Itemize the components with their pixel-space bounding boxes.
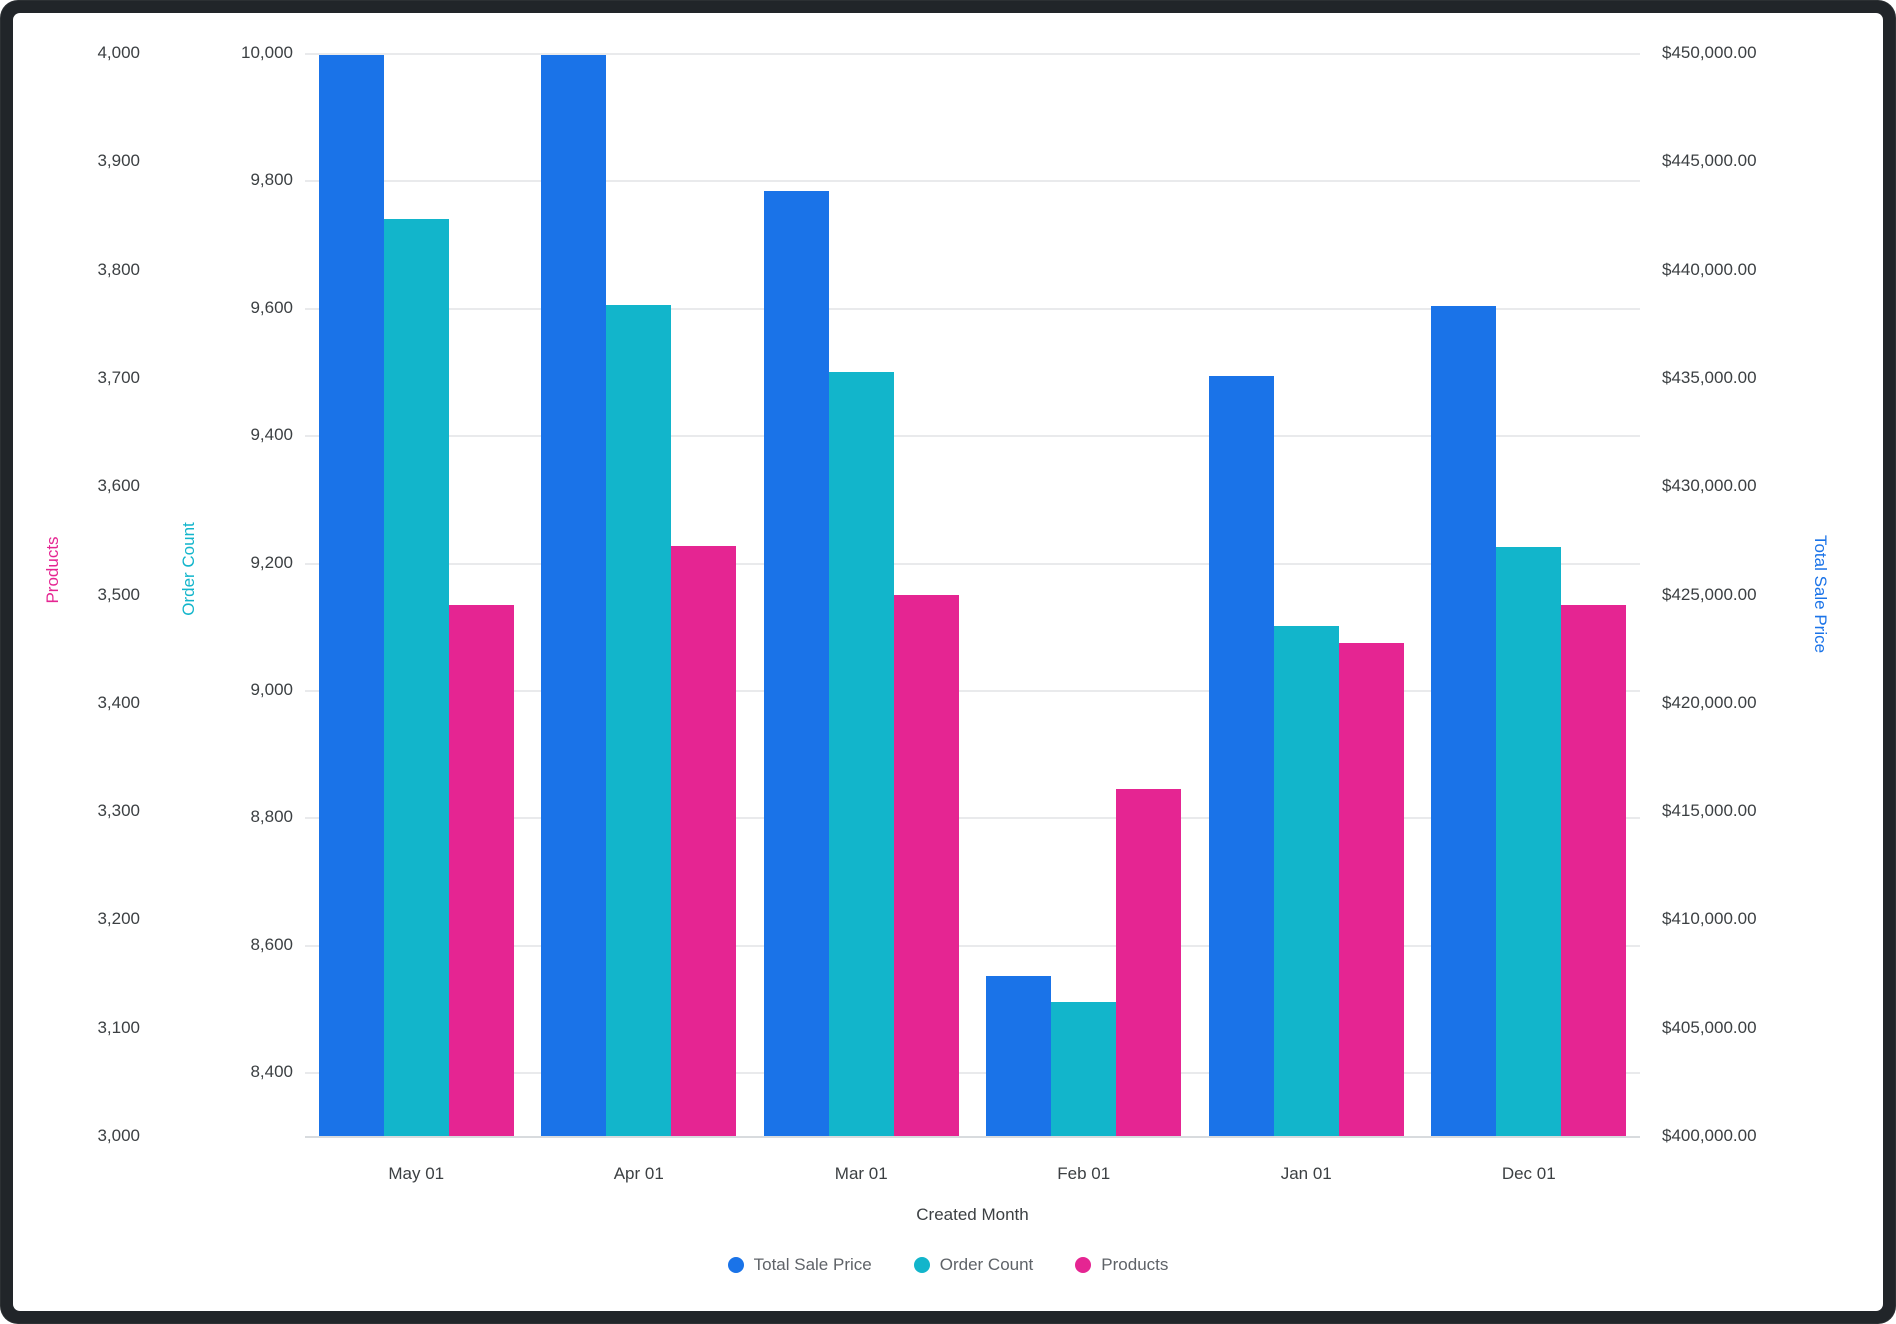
legend-item-total-sale-price[interactable]: Total Sale Price [727,1255,872,1275]
x-axis-label: Dec 01 [1501,1164,1556,1183]
bar-products[interactable] [893,594,959,1136]
bar-total-sale-price[interactable] [1431,306,1497,1136]
tick-label: 8,800 [250,807,293,827]
x-axis-label: Mar 01 [834,1164,888,1183]
bar-group-dec-01 [1418,53,1641,1136]
x-axis-title: Created Month [916,1205,1029,1224]
tick-label: $450,000.00 [1662,43,1757,62]
gridline [305,817,1640,820]
legend-dot-icon [1075,1257,1092,1273]
bar-products[interactable] [1338,643,1404,1136]
tick-label: 3,400 [97,692,140,712]
bar-group-apr-01 [528,53,751,1136]
y-axis-title-order-count: Order Count [179,522,198,616]
tick-label: 4,000 [97,43,140,62]
bar-total-sale-price[interactable] [763,190,829,1136]
x-axis-label: Apr 01 [613,1164,664,1183]
tick-label: 9,400 [250,425,293,445]
gridline [305,53,1640,55]
gridline [305,435,1640,438]
gridline [305,1072,1640,1075]
y-axis-order-count-ticks: 10,000 9,800 9,600 9,400 9,200 9,000 8,800 8,60… [160,13,293,1311]
tick-label: $425,000.00 [1662,584,1757,604]
tick-label: 9,000 [250,680,293,700]
tick-label: 3,100 [97,1017,140,1037]
gridline [305,690,1640,693]
x-axis-label: Feb 01 [1057,1164,1111,1183]
tick-label: $405,000.00 [1662,1017,1757,1037]
legend-label: Total Sale Price [753,1255,872,1274]
bar-products[interactable] [1116,789,1182,1136]
bar-order-count[interactable] [383,218,449,1136]
y-axis-products-ticks: 4,000 3,900 3,800 3,700 3,600 3,500 3,400 3,300… [13,13,140,1311]
bar-order-count[interactable] [1273,626,1339,1136]
bars-layer [305,53,1640,1136]
tick-label: $430,000.00 [1662,476,1757,496]
tick-label: 9,200 [250,552,293,572]
bar-group-mar-01 [750,53,973,1136]
legend-item-products[interactable]: Products [1075,1255,1168,1275]
bar-products[interactable] [671,545,737,1136]
tick-label: $410,000.00 [1662,909,1757,929]
bar-total-sale-price[interactable] [541,55,607,1136]
tick-label: 3,300 [97,801,140,821]
bar-group-may-01 [305,53,528,1136]
plot-area [305,53,1640,1138]
tick-label: 3,700 [97,367,140,387]
x-axis-line [305,1136,1640,1138]
tick-label: 9,600 [250,297,293,317]
legend-item-order-count[interactable]: Order Count [913,1255,1034,1275]
bar-group-feb-01 [973,53,1196,1136]
tick-label: 10,000 [241,43,293,62]
bar-order-count[interactable] [828,371,894,1136]
tick-label: 8,600 [250,934,293,954]
legend: Total Sale Price Order Count Products [13,1255,1883,1275]
y-axis-title-products: Products [43,536,62,604]
legend-label: Order Count [939,1255,1034,1274]
bar-total-sale-price[interactable] [986,975,1052,1136]
tick-label: $420,000.00 [1662,692,1757,712]
gridline [305,180,1640,183]
tick-label: $435,000.00 [1662,367,1757,387]
x-axis-label: May 01 [388,1164,445,1183]
gridline [305,562,1640,565]
tick-label: 3,600 [97,476,140,496]
gridline [305,307,1640,310]
tick-label: $400,000.00 [1662,1126,1757,1145]
tick-label: 3,800 [97,259,140,279]
tick-label: 3,000 [97,1126,140,1145]
bar-total-sale-price[interactable] [1208,375,1274,1136]
bar-order-count[interactable] [1051,1002,1117,1136]
y-axis-title-total-sale-price: Total Sale Price [1811,534,1830,654]
bar-order-count[interactable] [606,304,672,1136]
bar-order-count[interactable] [1496,546,1562,1136]
legend-dot-icon [727,1257,744,1273]
legend-dot-icon [913,1257,930,1273]
tick-label: 3,900 [97,151,140,171]
tick-label: 8,400 [250,1062,293,1082]
bar-total-sale-price[interactable] [318,55,384,1136]
x-axis-labels: May 01 Apr 01 Mar 01 Feb 01 Jan 01 Dec 01 [305,1164,1640,1184]
tick-label: $415,000.00 [1662,801,1757,821]
x-axis-label: Jan 01 [1280,1164,1332,1183]
tick-label: 3,500 [97,584,140,604]
tick-label: 3,200 [97,909,140,929]
chart-canvas: 4,000 3,900 3,800 3,700 3,600 3,500 3,400 3,300… [13,13,1883,1311]
bar-products[interactable] [448,605,514,1136]
tick-label: $445,000.00 [1662,151,1757,171]
legend-label: Products [1101,1255,1169,1274]
tick-label: 9,800 [250,170,293,190]
y-axis-price-ticks: $450,000.00 $445,000.00 $440,000.00 $435,00… [1662,13,1877,1311]
gridline [305,944,1640,947]
bar-products[interactable] [1561,605,1627,1136]
bar-group-jan-01 [1195,53,1418,1136]
tick-label: $440,000.00 [1662,259,1757,279]
